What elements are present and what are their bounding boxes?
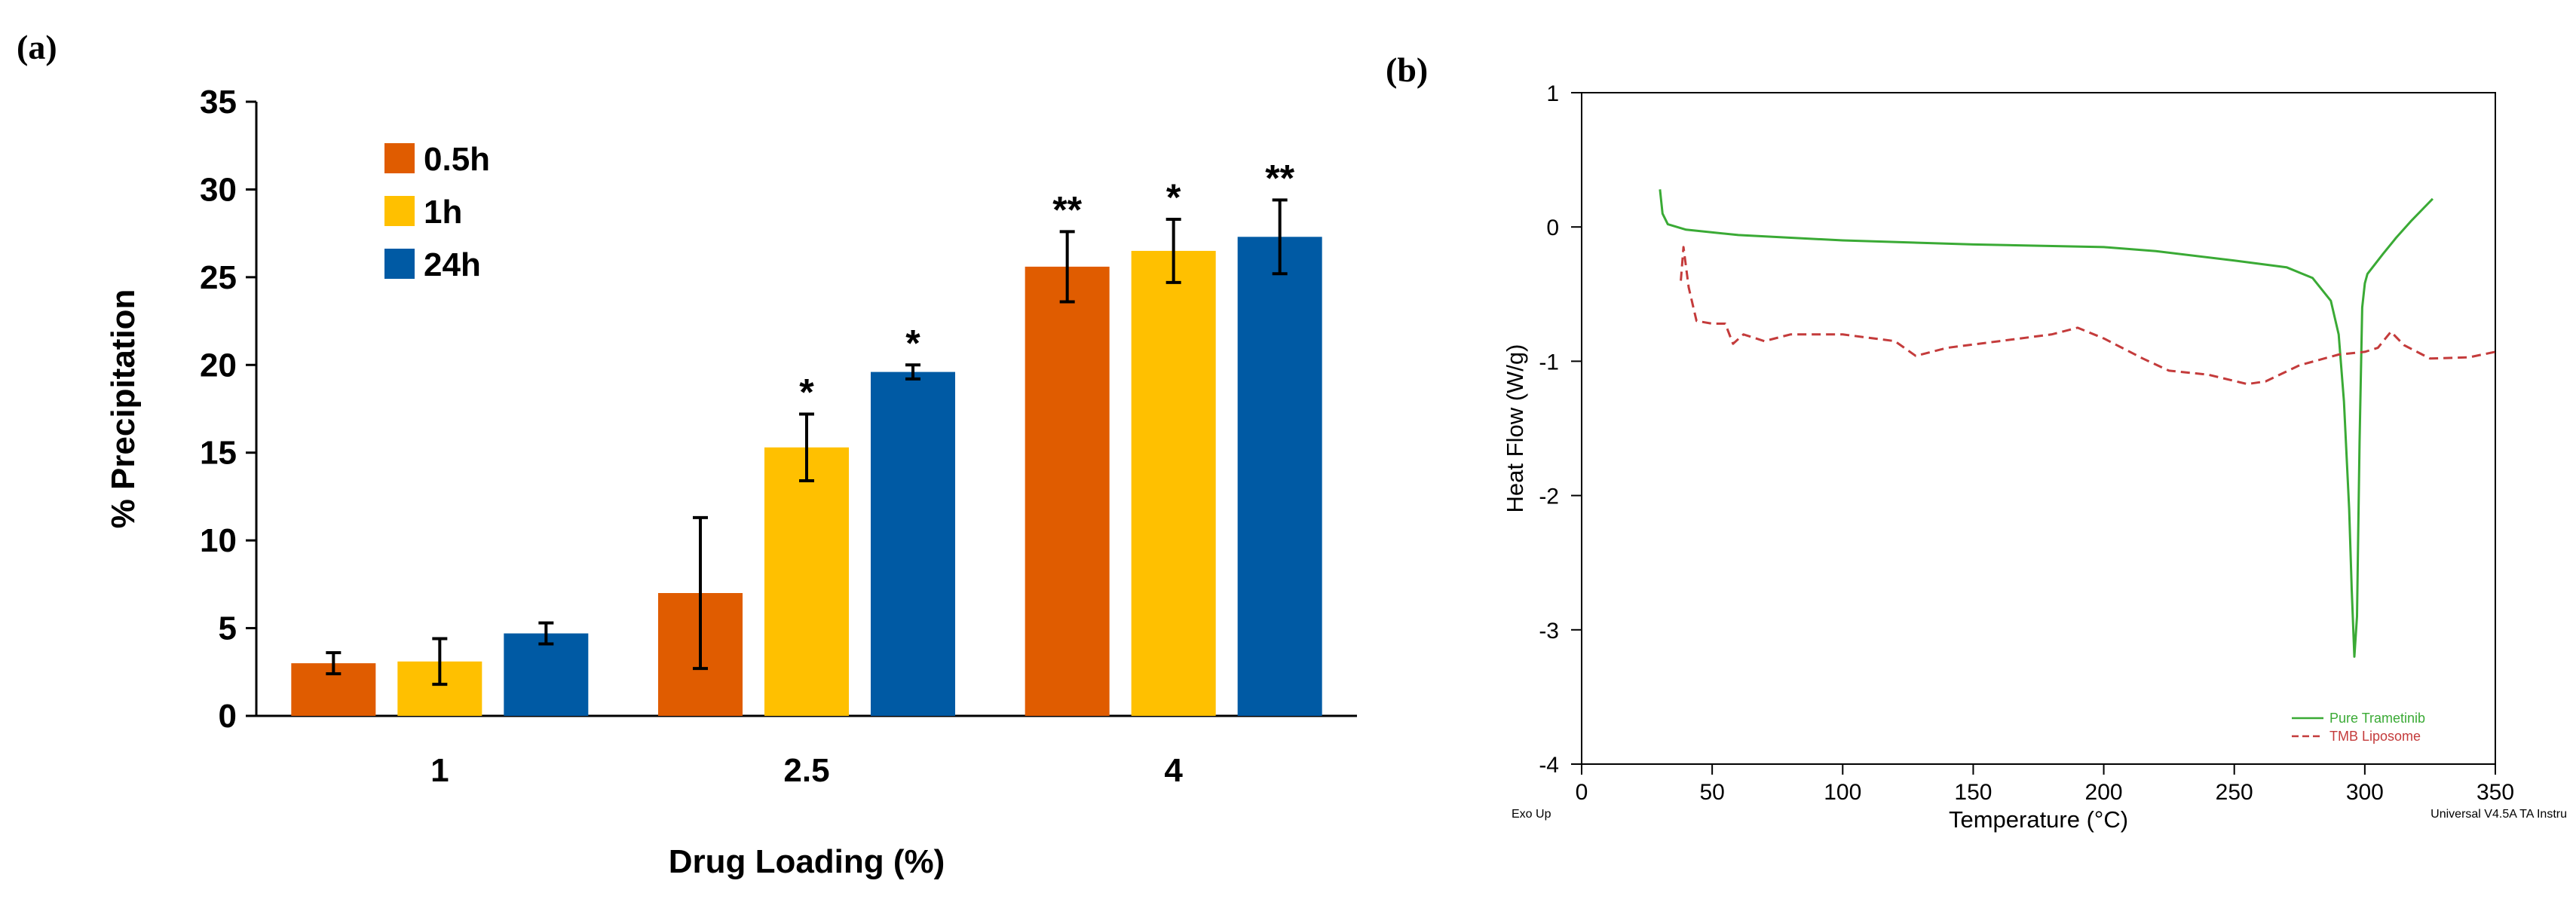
x-tick-label: 2.5 (783, 752, 829, 789)
x-tick-label: 50 (1699, 780, 1724, 805)
bar (504, 633, 589, 716)
y-tick-label: -3 (1539, 619, 1559, 644)
y-axis-title: % Precipitation (105, 289, 142, 529)
y-tick-label: 5 (219, 610, 237, 647)
y-tick-label: 0 (219, 698, 237, 735)
x-tick-label: 200 (2085, 780, 2123, 805)
panel-b-label: (b) (1386, 50, 1428, 89)
y-tick-label: 20 (200, 347, 237, 384)
legend-label: 24h (424, 246, 481, 283)
bar (764, 447, 849, 716)
bar (871, 372, 955, 716)
significance-marker: * (1166, 176, 1181, 219)
x-tick-label: 100 (1824, 780, 1861, 805)
footer-right-label: Universal V4.5A TA Instru (2431, 808, 2567, 821)
x-tick-label: 250 (2216, 780, 2253, 805)
y-tick-label: 30 (200, 171, 237, 208)
x-tick-label: 350 (2476, 780, 2514, 805)
legend-label: 1h (424, 194, 462, 231)
y-tick-label: 15 (200, 435, 237, 472)
significance-marker: ** (1052, 188, 1082, 231)
legend-label: TMB Liposome (2329, 729, 2421, 744)
x-tick-label: 0 (1576, 780, 1588, 805)
x-tick-label: 1 (430, 752, 449, 789)
dsc-thermogram-chart: 0 50 100 150 200 250 300 350 1 0 -1 -2 -3 -4 Temperatu… (1502, 81, 2567, 833)
y-tick-label: 25 (200, 259, 237, 296)
y-tick-label: 10 (200, 522, 237, 559)
y-tick-label: -1 (1539, 350, 1559, 375)
legend-label: 0.5h (424, 141, 490, 178)
x-axis-title: Drug Loading (%) (669, 843, 945, 880)
x-tick-label: 4 (1164, 752, 1183, 789)
significance-marker: * (905, 322, 920, 364)
bar (1131, 250, 1216, 716)
y-axis-title: Heat Flow (W/g) (1502, 344, 1528, 513)
y-tick-label: 0 (1546, 216, 1559, 240)
legend-swatch (384, 249, 415, 279)
significance-marker: * (799, 371, 814, 413)
footer-left-label: Exo Up (1512, 808, 1551, 821)
panel-a-label: (a) (17, 28, 57, 66)
x-tick-label: 150 (1954, 780, 1992, 805)
y-tick-label: -4 (1539, 753, 1559, 778)
significance-marker: ** (1265, 157, 1294, 199)
plot-frame (1581, 92, 2496, 765)
legend-swatch (384, 143, 415, 173)
series-line (1659, 189, 2434, 658)
legend-swatch (384, 196, 415, 226)
bar (1237, 237, 1322, 716)
x-axis-title: Temperature (°C) (1949, 806, 2128, 833)
series-line (1680, 246, 2496, 386)
legend-label: Pure Trametinib (2329, 711, 2425, 726)
bar (1025, 266, 1110, 716)
x-tick-label: 300 (2346, 780, 2384, 805)
y-tick-label: 35 (200, 84, 237, 121)
y-tick-label: 1 (1546, 81, 1559, 106)
y-tick-label: -2 (1539, 485, 1559, 509)
